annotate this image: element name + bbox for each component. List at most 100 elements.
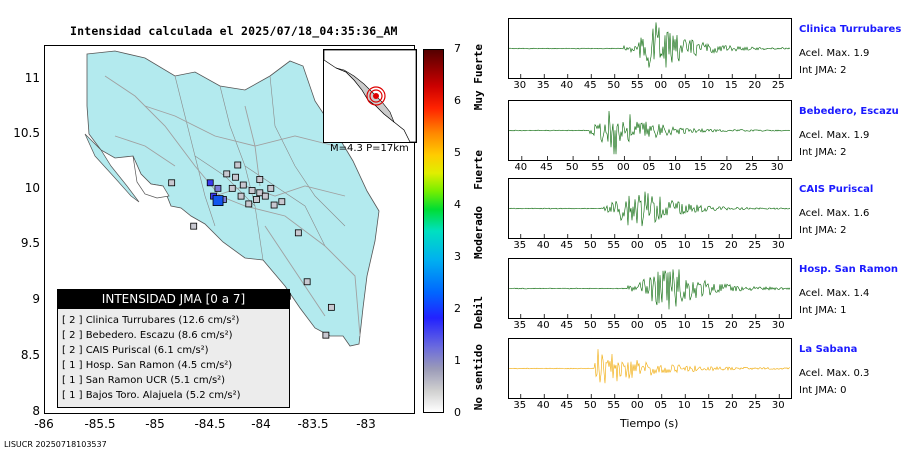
waveform-tick-label: 35 [513, 240, 527, 251]
map-x-tick: -84.5 [194, 417, 226, 431]
station-marker[interactable] [228, 184, 236, 192]
station-marker[interactable] [206, 179, 214, 187]
station-peak-acceleration: Acel. Max. 0.3 [799, 368, 870, 379]
station-name[interactable]: La Sabana [799, 344, 858, 355]
map-y-tick: 10 [24, 181, 40, 195]
waveform-tick-label: 45 [583, 80, 597, 91]
inset-canvas [324, 50, 416, 142]
station-marker[interactable] [270, 201, 278, 209]
waveform-tick-label: 30 [771, 320, 785, 331]
waveform-tick-label: 05 [654, 400, 668, 411]
station-marker[interactable] [245, 200, 253, 208]
station-jma-intensity: Int JMA: 1 [799, 305, 847, 316]
station-marker[interactable] [267, 184, 275, 192]
station-peak-acceleration: Acel. Max. 1.4 [799, 288, 870, 299]
waveform-tick-label: 45 [560, 320, 574, 331]
waveform-tick-label: 00 [616, 162, 630, 173]
waveform-tick-label: 40 [560, 80, 574, 91]
waveform-tick-label: 35 [513, 320, 527, 331]
station-name[interactable]: CAIS Puriscal [799, 184, 874, 195]
colorbar-label: Moderado [472, 206, 485, 259]
station-marker[interactable] [223, 170, 231, 178]
station-marker[interactable] [327, 303, 335, 311]
station-marker[interactable] [278, 198, 286, 206]
colorbar-label: Debil [472, 296, 485, 330]
station-marker[interactable] [303, 278, 311, 286]
waveform-tick-label: 05 [642, 162, 656, 173]
station-marker[interactable] [261, 192, 269, 200]
station-marker[interactable] [253, 196, 260, 203]
legend-row: [ 2 ] CAIS Puriscal (6.1 cm/s²) [62, 345, 209, 356]
station-marker[interactable] [237, 192, 245, 200]
waveform-plot [509, 191, 791, 238]
waveform-tick-label: 20 [724, 240, 738, 251]
waveform-tick-label: 35 [513, 400, 527, 411]
waveform-tick-label: 30 [770, 162, 784, 173]
waveform-tick-label: 30 [771, 240, 785, 251]
station-name[interactable]: Clinica Turrubares [799, 24, 902, 35]
waveform-plot [509, 269, 791, 318]
waveform-panel[interactable] [508, 178, 792, 239]
station-marker[interactable] [190, 222, 198, 230]
waveform-plot [509, 110, 790, 160]
station-peak-acceleration: Acel. Max. 1.9 [799, 130, 870, 141]
waveform-panel[interactable] [508, 338, 792, 399]
station-marker[interactable] [256, 176, 264, 183]
map-title: Intensidad calculada el 2025/07/18_04:35… [70, 24, 398, 38]
waveform-tick-label: 00 [654, 80, 668, 91]
waveform-tick-label: 50 [583, 240, 597, 251]
waveform-tick-label: 30 [513, 80, 527, 91]
station-marker[interactable] [256, 189, 264, 197]
map-canvas [84, 50, 380, 347]
map-x-tick: -83 [356, 417, 376, 431]
waveform-plot [509, 349, 791, 398]
intensity-legend: INTENSIDAD JMA [0 a 7] [ 2 ] Clinica Tur… [57, 289, 290, 408]
station-marker[interactable] [239, 181, 247, 189]
waveform-tick-label: 15 [701, 400, 715, 411]
colorbar-tick: 2 [454, 302, 461, 315]
waveform-panel[interactable] [508, 258, 792, 319]
waveform-tick-label: 55 [607, 320, 621, 331]
station-marker[interactable] [234, 161, 242, 169]
map-y-tick: 9.5 [20, 236, 40, 250]
station-jma-intensity: Int JMA: 2 [799, 147, 847, 158]
waveform-trace [509, 191, 791, 227]
roads [104, 75, 361, 337]
waveform-tick-label: 05 [677, 80, 691, 91]
waveform-tick-label: 40 [536, 320, 550, 331]
waveform-tick-label: 20 [719, 162, 733, 173]
station-marker[interactable] [214, 184, 222, 192]
map-x-tick: -84 [251, 417, 271, 431]
waveform-tick-label: 15 [724, 80, 738, 91]
station-marker[interactable] [168, 179, 176, 187]
waveform-panel[interactable] [508, 100, 792, 161]
legend-row: [ 1 ] San Ramon UCR (5.1 cm/s²) [62, 375, 226, 386]
waveform-panel[interactable] [508, 18, 792, 79]
province-boundaries [174, 75, 346, 261]
station-marker[interactable] [322, 331, 330, 339]
waveform-tick-label: 05 [654, 320, 668, 331]
waveform-tick-label: 25 [745, 162, 758, 173]
waveform-tick-label: 55 [607, 400, 621, 411]
map-y-tick: 9 [32, 292, 40, 306]
waveform-tick-label: 15 [701, 240, 715, 251]
event-magnitude-depth: M=4.3 P=17km [330, 143, 409, 154]
waveform-trace [509, 22, 791, 68]
station-marker[interactable] [232, 173, 239, 181]
colorbar-tick: 5 [454, 146, 461, 159]
legend-row: [ 2 ] Clinica Turrubares (12.6 cm/s²) [62, 315, 240, 326]
station-marker[interactable] [294, 229, 302, 237]
station-name[interactable]: Hosp. San Ramon [799, 264, 899, 275]
waveform-tick-label: 50 [607, 80, 621, 91]
waveform-tick-label: 45 [560, 400, 574, 411]
waveform-tick-label: 30 [771, 400, 785, 411]
waveform-tick-label: 10 [677, 240, 691, 251]
station-jma-intensity: Int JMA: 2 [799, 225, 847, 236]
waveform-tick-label: 35 [536, 80, 550, 91]
legend-row: [ 2 ] Bebedero. Escazu (8.6 cm/s²) [62, 330, 233, 341]
waveform-tick-label: 10 [677, 320, 691, 331]
station-marker[interactable] [248, 187, 256, 194]
station-name[interactable]: Bebedero, Escazu [799, 106, 899, 117]
waveform-plot [509, 22, 791, 78]
epicenter-marker[interactable] [212, 195, 224, 206]
